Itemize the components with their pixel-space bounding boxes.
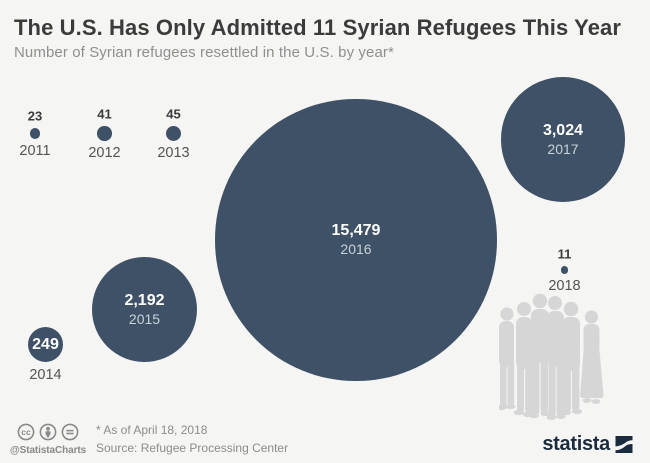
- attribution-icon[interactable]: [39, 423, 57, 441]
- cc-icon[interactable]: cc: [17, 423, 35, 441]
- bubble-value-2014: 249: [32, 335, 59, 353]
- bubble-year-2016: 2016: [340, 241, 372, 258]
- bubble-2017: 3,024 2017: [500, 77, 626, 202]
- bubble-year-2017: 2017: [547, 140, 579, 157]
- bubble-2014: 249: [27, 326, 64, 363]
- bubble-year-2012: 2012: [88, 144, 121, 161]
- bubble-2018: [560, 266, 569, 274]
- statista-logo-text: statista: [542, 433, 610, 455]
- bubble-year-2015: 2015: [128, 310, 161, 327]
- people-silhouette-icon: [499, 293, 604, 420]
- bubble-value-2011: 23: [27, 108, 43, 124]
- bubble-2012: [97, 126, 112, 141]
- bubble-year-2018: 2018: [548, 277, 581, 294]
- no-derivatives-icon[interactable]: [61, 423, 79, 441]
- statista-logo-mark-icon: [615, 436, 633, 453]
- bubble-year-2013: 2013: [157, 145, 190, 162]
- bubble-year-2011: 2011: [19, 142, 51, 159]
- source-line: Source: Refugee Processing Center: [96, 441, 289, 455]
- chart-subtitle: Number of Syrian refugees resettled in t…: [14, 43, 394, 61]
- bubble-value-2016: 15,479: [331, 222, 381, 240]
- statista-logo[interactable]: statista: [542, 433, 633, 456]
- bubble-2013: [165, 125, 182, 142]
- bubble-value-2013: 45: [166, 106, 181, 122]
- footnote: * As of April 18, 2018: [96, 423, 208, 437]
- bubble-year-2014: 2014: [29, 367, 62, 384]
- bubble-2015: 2,192 2015: [91, 256, 198, 363]
- chart-title: The U.S. Has Only Admitted 11 Syrian Ref…: [14, 15, 622, 40]
- footer-notes: * As of April 18, 2018 Source: Refugee P…: [96, 421, 288, 457]
- bubble-value-2017: 3,024: [542, 121, 583, 139]
- statista-charts-handle[interactable]: @StatistaCharts: [10, 445, 87, 456]
- license-icons: cc: [17, 423, 86, 441]
- bubble-value-2012: 41: [97, 106, 112, 122]
- bubble-value-2015: 2,192: [124, 291, 165, 309]
- svg-text:cc: cc: [21, 427, 31, 437]
- bubble-2016: 15,479 2016: [215, 99, 497, 381]
- license-block: cc @StatistaCharts: [10, 423, 86, 456]
- bubble-value-2018: 11: [557, 246, 572, 262]
- bubble-2011: [29, 128, 41, 139]
